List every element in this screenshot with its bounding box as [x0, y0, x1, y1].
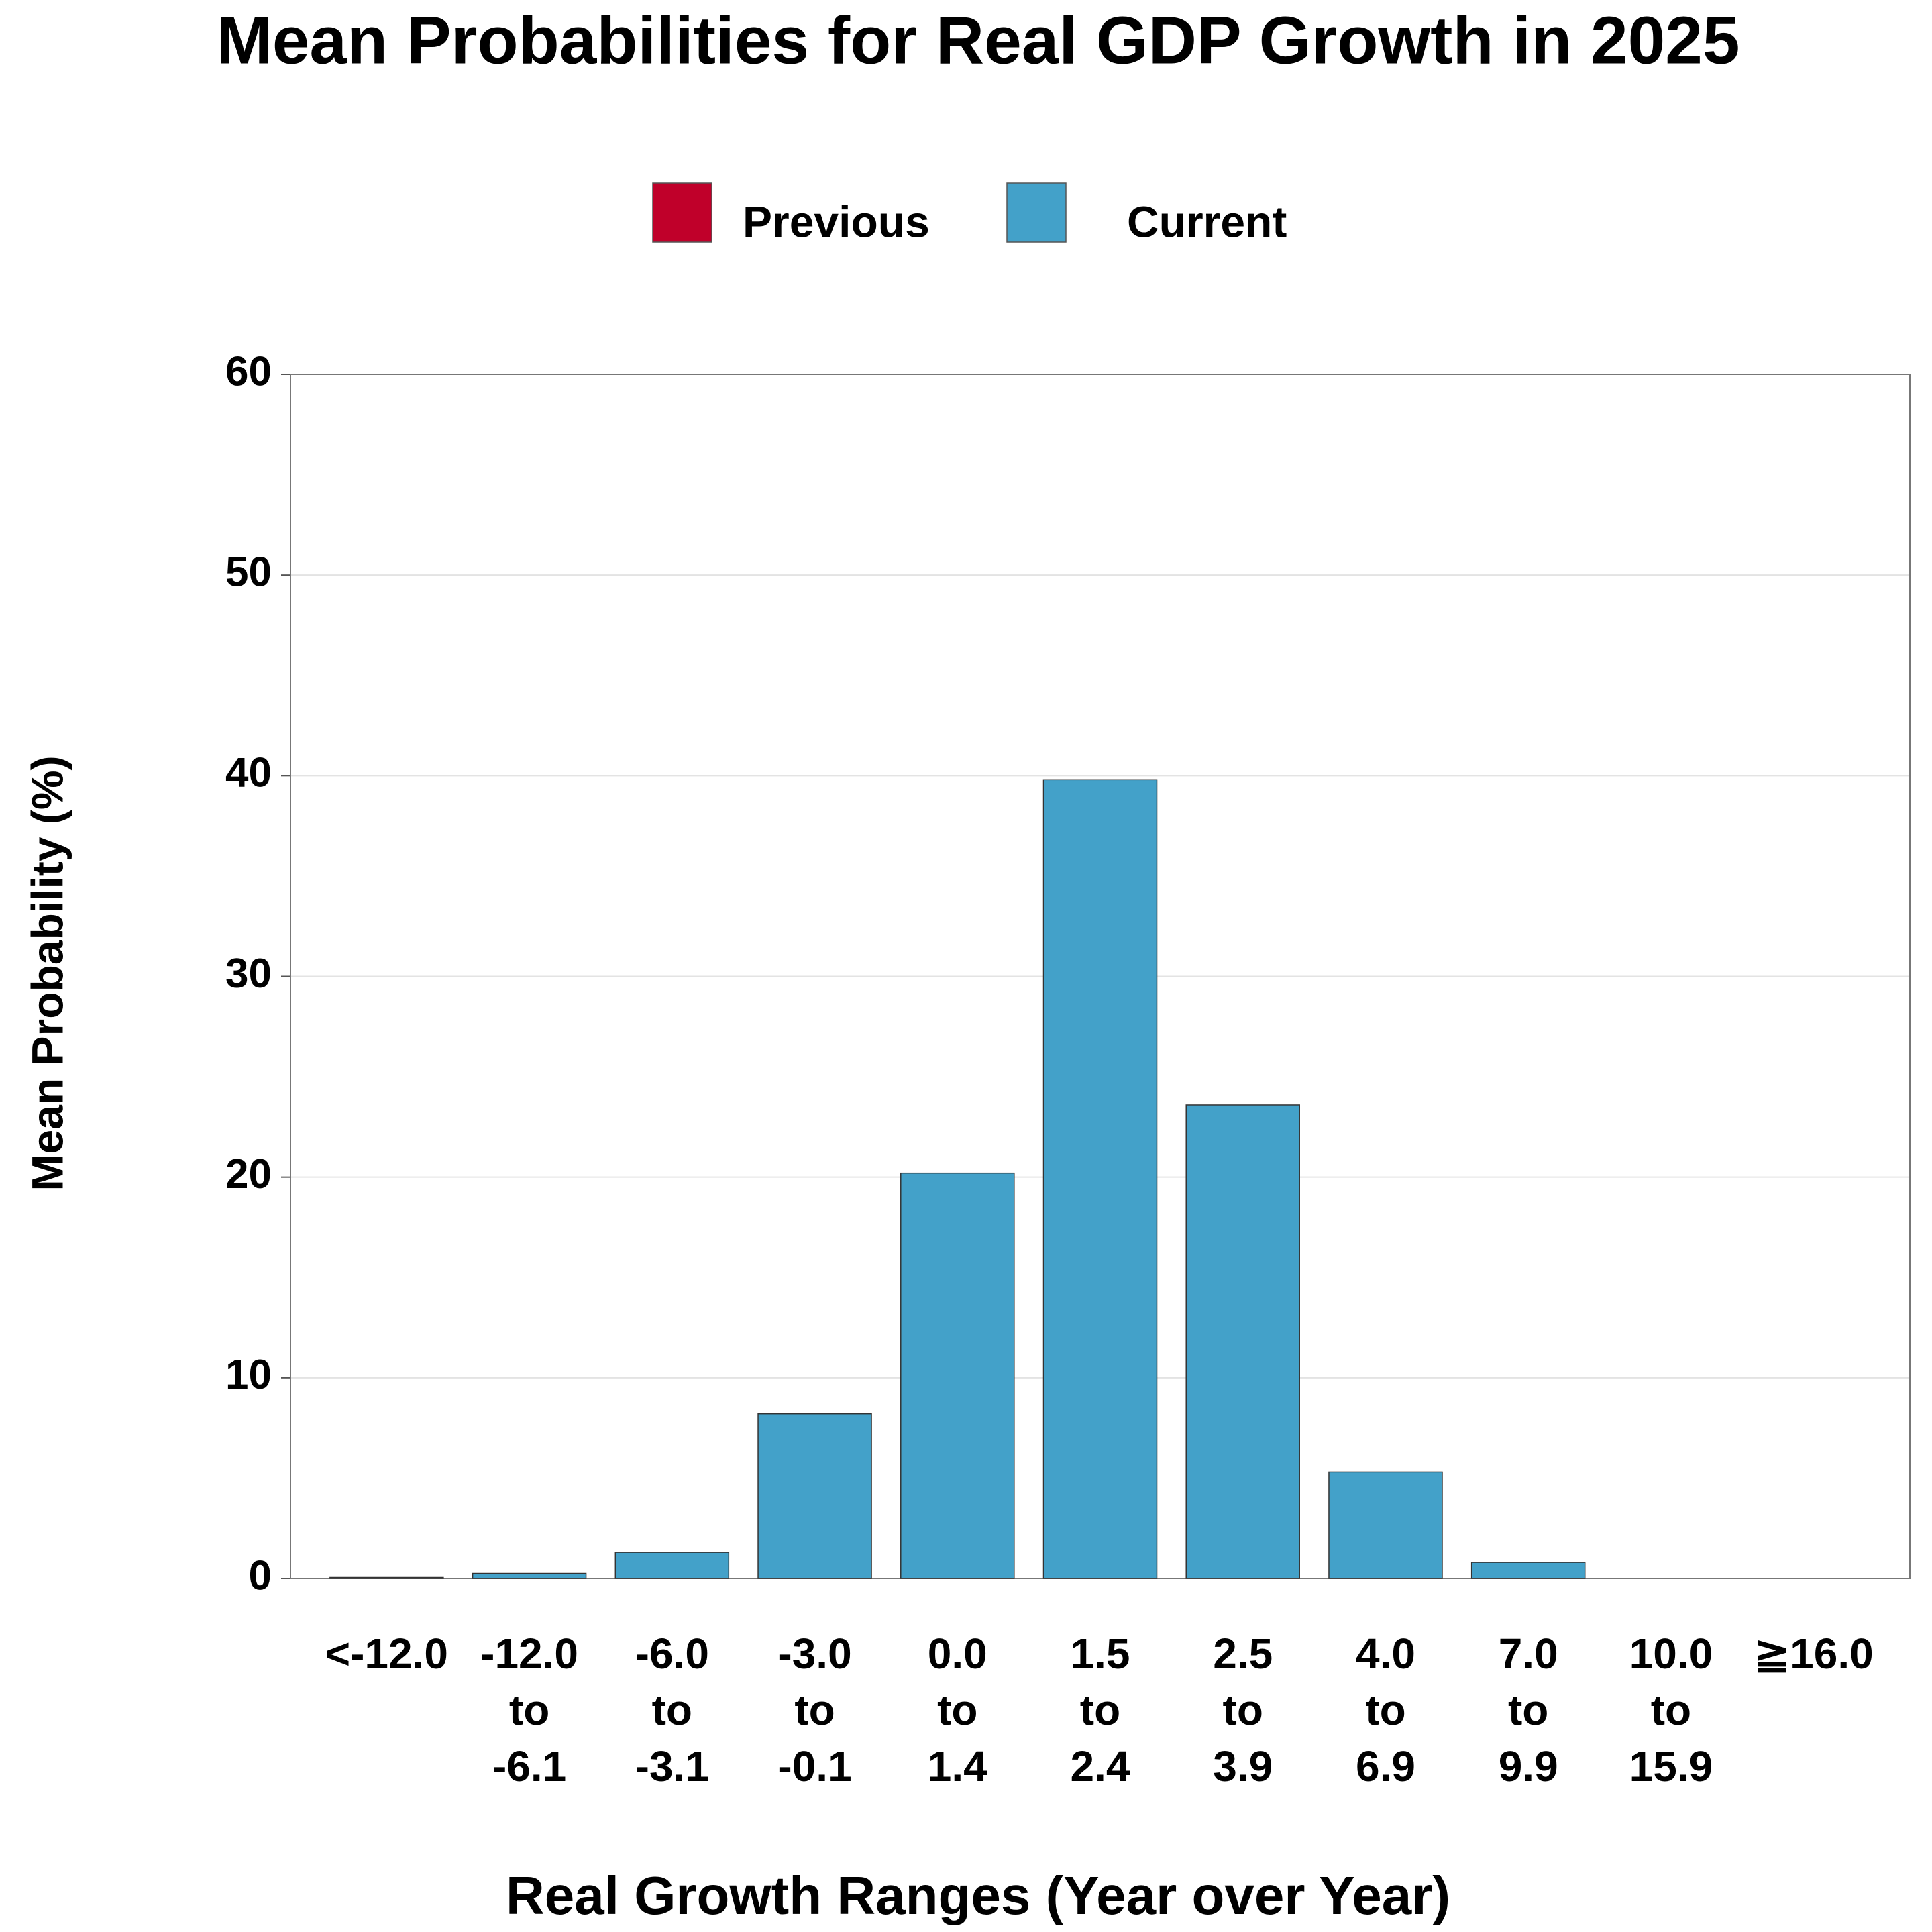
legend-swatch	[1006, 182, 1067, 243]
bar	[1042, 779, 1158, 1579]
x-tick-label: 7.0 to 9.9	[1498, 1629, 1558, 1790]
x-tick-label: 0.0 to 1.4	[927, 1629, 987, 1790]
chart-title: Mean Probabilities for Real GDP Growth i…	[217, 3, 1740, 78]
x-tick-label: 1.5 to 2.4	[1070, 1629, 1130, 1790]
bar	[757, 1413, 872, 1579]
x-tick-label: -3.0 to -0.1	[777, 1629, 852, 1790]
bar	[900, 1172, 1015, 1579]
y-tick-label: 10	[225, 1352, 272, 1398]
bar	[614, 1552, 730, 1579]
bar	[472, 1572, 587, 1579]
y-tick-label: 40	[225, 750, 272, 796]
x-tick-label: ≧16.0	[1754, 1629, 1874, 1678]
x-tick-label: <-12.0	[325, 1629, 448, 1678]
y-tick-label: 0	[249, 1552, 272, 1599]
x-tick-label: 4.0 to 6.9	[1355, 1629, 1415, 1790]
x-tick-label: 2.5 to 3.9	[1213, 1629, 1273, 1790]
y-tick-label: 50	[225, 549, 272, 596]
legend-label: Current	[1127, 197, 1287, 246]
bar	[1470, 1562, 1586, 1579]
x-axis-title: Real Growth Ranges (Year over Year)	[506, 1866, 1450, 1925]
x-tick-label: 10.0 to 15.9	[1629, 1629, 1713, 1790]
bar	[1328, 1471, 1443, 1579]
legend-swatch	[652, 182, 712, 243]
bar	[1185, 1104, 1300, 1579]
y-tick-label: 60	[225, 348, 272, 394]
y-tick-label: 30	[225, 951, 272, 997]
x-tick-label: -12.0 to -6.1	[480, 1629, 579, 1790]
y-axis-title: Mean Probability (%)	[22, 755, 72, 1191]
x-tick-label: -6.0 to -3.1	[635, 1629, 709, 1790]
y-tick-label: 20	[225, 1151, 272, 1197]
legend-label: Previous	[743, 197, 930, 246]
